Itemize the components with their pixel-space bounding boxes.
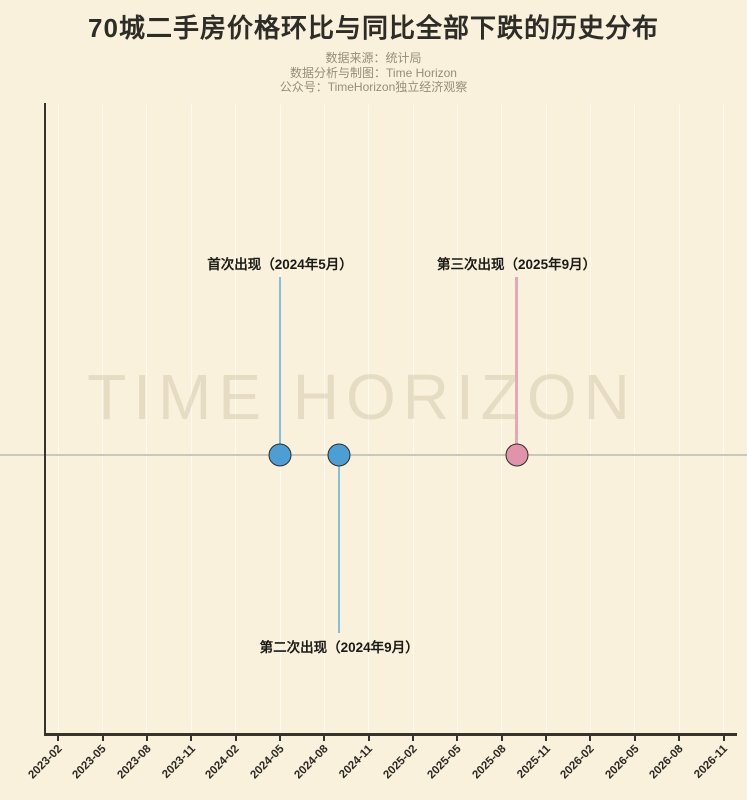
subtitle-account: 公众号：TimeHorizon独立经济观察 (279, 80, 468, 94)
event-stem (337, 455, 341, 633)
x-axis-tick (633, 735, 636, 741)
x-tick-label: 2023-02 (26, 743, 65, 782)
x-tick-label: 2025-05 (425, 743, 464, 782)
gridline (146, 103, 148, 734)
x-tick-label: 2026-11 (692, 743, 731, 781)
gridline (634, 103, 636, 734)
x-tick-label: 2023-08 (115, 743, 154, 782)
gridline (723, 103, 725, 734)
x-axis-tick (57, 735, 60, 741)
x-axis-tick (722, 735, 725, 741)
x-axis-tick (323, 735, 326, 741)
subtitle-block: 数据来源：统计局 数据分析与制图：Time Horizon 公众号：TimeHo… (0, 51, 747, 95)
x-tick-label: 2026-05 (602, 743, 642, 782)
gridline (456, 103, 458, 734)
event-annotation: 首次出现（2024年5月） (207, 257, 353, 272)
x-axis-tick (456, 735, 459, 741)
subtitle-author: 数据分析与制图：Time Horizon (290, 65, 457, 80)
x-tick-label: 2024-02 (203, 743, 243, 782)
gridline (589, 103, 591, 734)
event-annotation: 第三次出现（2025年9月） (437, 257, 597, 272)
x-tick-label: 2024-11 (337, 743, 376, 781)
event-stem (278, 277, 282, 455)
gridline (368, 103, 370, 734)
x-axis-tick (678, 735, 681, 741)
x-tick-label: 2026-08 (647, 743, 686, 782)
x-axis-tick (500, 735, 503, 741)
event-dot (505, 443, 529, 467)
gridline (545, 103, 547, 734)
x-tick-label: 2023-05 (70, 743, 110, 782)
watermark-text: TIME HORIZON (87, 361, 637, 433)
x-axis-tick (545, 735, 548, 741)
subtitle-data-source: 数据来源：统计局 (325, 51, 422, 65)
x-axis-tick (367, 735, 370, 741)
x-tick-label: 2025-11 (514, 743, 553, 781)
event-dot (327, 443, 351, 467)
chart-header: 70城二手房价格环比与同比全部下跌的历史分布 数据来源：统计局 数据分析与制图：… (0, 0, 747, 95)
gridline (102, 103, 104, 734)
y-axis-spine (43, 103, 46, 736)
x-axis-tick (589, 735, 592, 741)
event-annotation: 第二次出现（2024年9月） (259, 640, 419, 655)
gridline (501, 103, 503, 734)
x-axis-tick (279, 735, 282, 741)
gridline (235, 103, 237, 734)
x-axis-tick (190, 735, 193, 741)
x-axis-tick (234, 735, 237, 741)
gridline (678, 103, 680, 734)
x-tick-label: 2024-05 (248, 743, 287, 782)
x-tick-label: 2024-08 (292, 743, 331, 782)
x-axis-spine (43, 733, 737, 736)
gridline (323, 103, 325, 734)
x-tick-label: 2025-02 (381, 743, 420, 782)
x-tick-label: 2025-08 (469, 743, 509, 782)
gridline (412, 103, 414, 734)
event-dot (268, 443, 292, 467)
x-axis-tick (412, 735, 415, 741)
x-tick-label: 2026-02 (558, 743, 597, 782)
x-axis-tick (101, 735, 104, 741)
x-tick-label: 2023-11 (159, 743, 198, 781)
event-stem (515, 277, 518, 455)
gridline (190, 103, 192, 734)
timeline-baseline (0, 454, 747, 456)
page-title: 70城二手房价格环比与同比全部下跌的历史分布 (88, 13, 659, 43)
gridline (57, 103, 59, 734)
x-axis-tick (145, 735, 148, 741)
